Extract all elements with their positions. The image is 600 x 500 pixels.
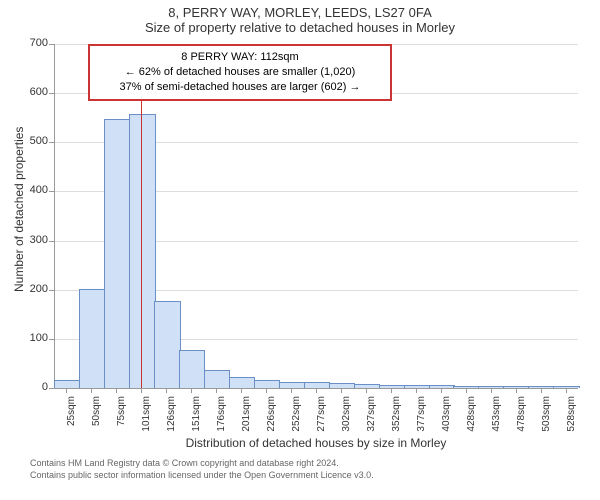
x-tick-label: 403sqm bbox=[441, 396, 452, 436]
x-tick-label: 25sqm bbox=[66, 396, 77, 436]
x-tick-mark bbox=[416, 388, 417, 393]
x-tick-mark bbox=[241, 388, 242, 393]
histogram-bar bbox=[179, 350, 205, 388]
x-tick-label: 428sqm bbox=[466, 396, 477, 436]
x-tick-label: 453sqm bbox=[491, 396, 502, 436]
histogram-bar bbox=[104, 119, 130, 388]
histogram-bar bbox=[254, 380, 280, 388]
x-tick-label: 478sqm bbox=[516, 396, 527, 436]
histogram-bar bbox=[379, 385, 405, 388]
x-tick-mark bbox=[516, 388, 517, 393]
callout-line3: 37% of semi-detached houses are larger (… bbox=[100, 80, 380, 95]
x-tick-mark bbox=[266, 388, 267, 393]
x-tick-mark bbox=[441, 388, 442, 393]
y-tick-label: 400 bbox=[18, 184, 48, 196]
callout-line1: 8 PERRY WAY: 112sqm bbox=[100, 50, 380, 65]
x-tick-label: 176sqm bbox=[216, 396, 227, 436]
histogram-bar bbox=[404, 385, 430, 388]
x-tick-label: 252sqm bbox=[291, 396, 302, 436]
x-tick-mark bbox=[541, 388, 542, 393]
x-tick-mark bbox=[466, 388, 467, 393]
histogram-bar bbox=[528, 386, 554, 388]
histogram-bar bbox=[354, 384, 380, 388]
histogram-bar bbox=[503, 386, 529, 388]
y-tick-label: 600 bbox=[18, 86, 48, 98]
x-tick-mark bbox=[341, 388, 342, 393]
histogram-bar bbox=[553, 386, 579, 388]
x-tick-label: 528sqm bbox=[566, 396, 577, 436]
x-tick-label: 50sqm bbox=[91, 396, 102, 436]
histogram-bar bbox=[329, 383, 355, 388]
x-axis-label: Distribution of detached houses by size … bbox=[54, 436, 578, 450]
histogram-bar bbox=[54, 380, 80, 388]
x-tick-label: 352sqm bbox=[391, 396, 402, 436]
callout-line2: ← 62% of detached houses are smaller (1,… bbox=[100, 65, 380, 80]
x-tick-label: 75sqm bbox=[116, 396, 127, 436]
footer-attribution: Contains HM Land Registry data © Crown c… bbox=[30, 458, 374, 481]
y-tick-label: 500 bbox=[18, 135, 48, 147]
footer-line1: Contains HM Land Registry data © Crown c… bbox=[30, 458, 374, 470]
histogram-bar bbox=[478, 386, 504, 388]
x-tick-mark bbox=[216, 388, 217, 393]
callout-box: 8 PERRY WAY: 112sqm ← 62% of detached ho… bbox=[88, 44, 392, 101]
histogram-bar bbox=[453, 386, 479, 388]
x-tick-mark bbox=[166, 388, 167, 393]
histogram-bar bbox=[79, 289, 105, 388]
x-tick-mark bbox=[291, 388, 292, 393]
x-tick-mark bbox=[141, 388, 142, 393]
x-tick-label: 201sqm bbox=[241, 396, 252, 436]
x-tick-mark bbox=[91, 388, 92, 393]
x-tick-mark bbox=[116, 388, 117, 393]
histogram-bar bbox=[154, 301, 180, 388]
x-tick-mark bbox=[491, 388, 492, 393]
histogram-bar bbox=[429, 385, 455, 388]
x-tick-label: 101sqm bbox=[141, 396, 152, 436]
x-tick-label: 327sqm bbox=[366, 396, 377, 436]
y-tick-label: 100 bbox=[18, 332, 48, 344]
x-tick-mark bbox=[316, 388, 317, 393]
x-tick-label: 277sqm bbox=[316, 396, 327, 436]
x-tick-label: 226sqm bbox=[266, 396, 277, 436]
x-tick-label: 151sqm bbox=[191, 396, 202, 436]
x-tick-mark bbox=[66, 388, 67, 393]
y-tick-label: 0 bbox=[18, 381, 48, 393]
y-axis-label: Number of detached properties bbox=[12, 126, 26, 291]
x-tick-mark bbox=[366, 388, 367, 393]
histogram-bar bbox=[229, 377, 255, 388]
x-tick-label: 302sqm bbox=[341, 396, 352, 436]
histogram-bar bbox=[204, 370, 230, 388]
chart-container: 8, PERRY WAY, MORLEY, LEEDS, LS27 0FA Si… bbox=[0, 0, 600, 500]
x-tick-label: 377sqm bbox=[416, 396, 427, 436]
chart-title-line1: 8, PERRY WAY, MORLEY, LEEDS, LS27 0FA bbox=[0, 5, 600, 20]
x-tick-mark bbox=[566, 388, 567, 393]
x-tick-mark bbox=[191, 388, 192, 393]
y-tick-label: 200 bbox=[18, 283, 48, 295]
y-tick-label: 300 bbox=[18, 234, 48, 246]
x-tick-mark bbox=[391, 388, 392, 393]
chart-title-line2: Size of property relative to detached ho… bbox=[0, 20, 600, 35]
y-tick-label: 700 bbox=[18, 37, 48, 49]
footer-line2: Contains public sector information licen… bbox=[30, 470, 374, 482]
x-tick-label: 126sqm bbox=[166, 396, 177, 436]
x-tick-label: 503sqm bbox=[541, 396, 552, 436]
